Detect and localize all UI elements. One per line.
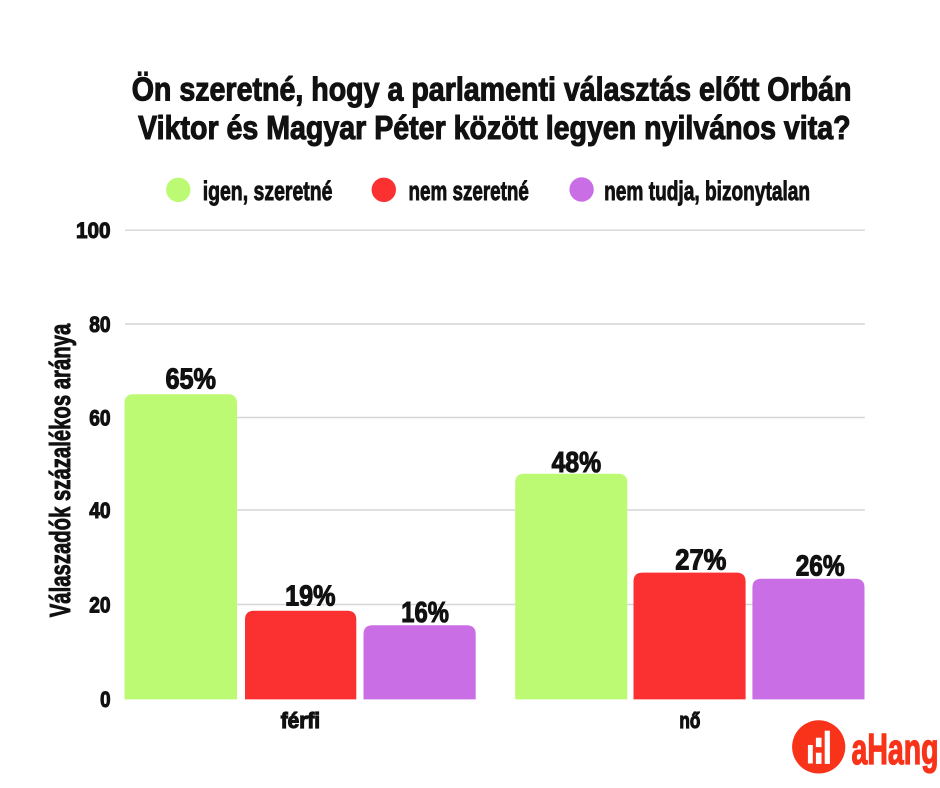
svg-text:férfi: férfi [281,708,320,733]
svg-text:60: 60 [89,406,110,431]
svg-text:80: 80 [89,312,110,337]
svg-text:26%: 26% [796,550,845,582]
svg-text:0: 0 [100,687,110,712]
svg-text:100: 100 [76,218,111,243]
svg-text:65%: 65% [165,364,216,396]
svg-text:Ön szeretné, hogy a parlamenti: Ön szeretné, hogy a parlamenti választás… [132,71,852,108]
svg-text:nem szeretné: nem szeretné [409,176,529,206]
svg-text:27%: 27% [675,545,726,577]
svg-text:nem tudja, bizonytalan: nem tudja, bizonytalan [604,176,810,206]
svg-text:20: 20 [89,593,110,618]
svg-text:48%: 48% [552,447,602,479]
svg-text:nő: nő [679,708,700,733]
svg-text:Viktor és Magyar Péter között: Viktor és Magyar Péter között legyen nyi… [138,109,851,146]
svg-text:Válaszadók százalékos aránya: Válaszadók százalékos aránya [45,323,77,617]
svg-text:16%: 16% [401,597,449,629]
svg-text:19%: 19% [285,580,335,612]
svg-text:igen, szeretné: igen, szeretné [203,176,333,206]
svg-text:aHang: aHang [852,725,939,774]
svg-text:40: 40 [89,498,110,523]
